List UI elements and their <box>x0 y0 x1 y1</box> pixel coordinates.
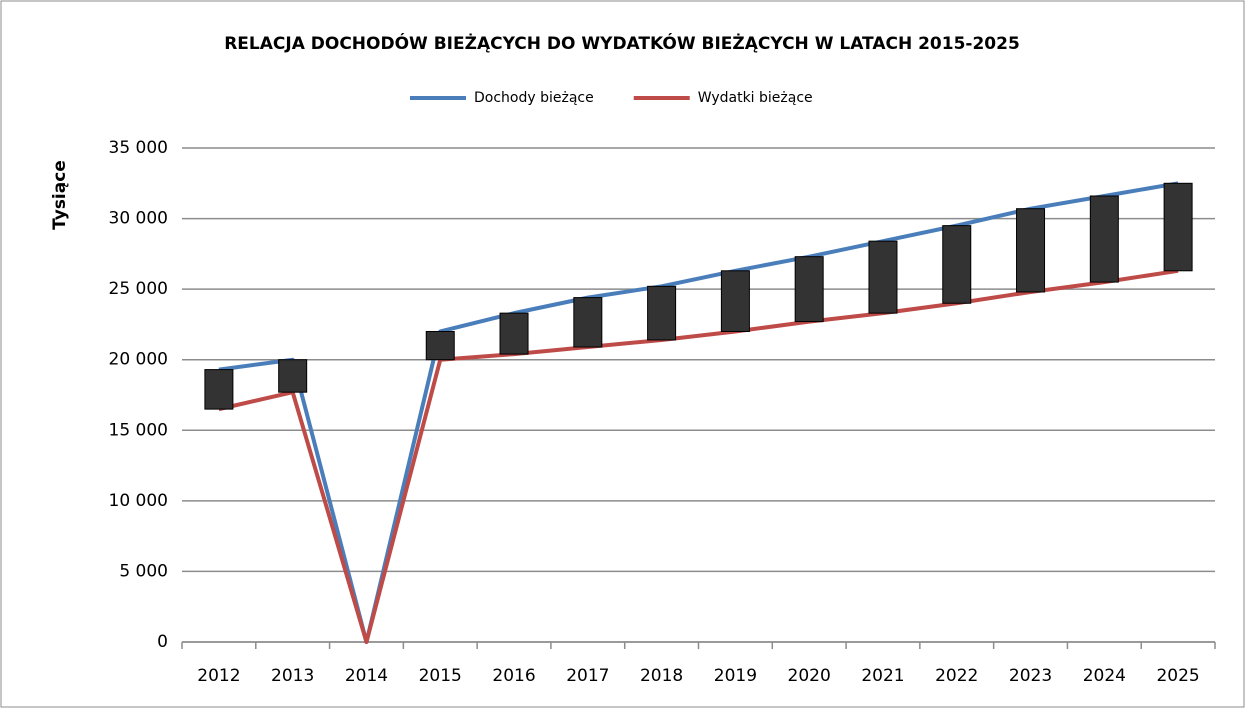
y-tick-label: 20 000 <box>109 350 168 370</box>
up-down-bar <box>425 330 455 361</box>
up-down-bar <box>499 312 529 355</box>
up-down-bar <box>868 240 898 314</box>
x-tick-label: 2025 <box>1156 666 1199 686</box>
y-tick-label: 0 <box>157 632 168 652</box>
x-tick-label: 2022 <box>935 666 978 686</box>
x-tick-label: 2016 <box>492 666 535 686</box>
up-down-bar <box>647 285 677 341</box>
x-tick-label: 2021 <box>861 666 904 686</box>
up-down-bar <box>1016 208 1046 293</box>
y-tick-label: 10 000 <box>109 491 168 511</box>
up-down-bar <box>720 270 750 332</box>
x-tick-label: 2020 <box>788 666 831 686</box>
legend-label: Wydatki bieżące <box>698 90 813 106</box>
x-tick-label: 2015 <box>419 666 462 686</box>
y-tick-label: 5 000 <box>119 561 168 581</box>
x-tick-label: 2014 <box>345 666 388 686</box>
x-tick-label: 2023 <box>1009 666 1052 686</box>
y-tick-label: 35 000 <box>109 138 168 158</box>
legend-label: Dochody bieżące <box>474 90 594 106</box>
x-tick-label: 2012 <box>197 666 240 686</box>
y-axis-label: Tysiące <box>50 160 70 230</box>
y-tick-label: 15 000 <box>109 420 168 440</box>
x-tick-label: 2017 <box>566 666 609 686</box>
up-down-bar <box>1163 182 1193 272</box>
x-tick-label: 2018 <box>640 666 683 686</box>
series-line <box>218 268 1179 644</box>
y-tick-label: 30 000 <box>109 209 168 229</box>
up-down-bar <box>573 297 603 348</box>
y-tick-label: 25 000 <box>109 279 168 299</box>
chart-title: RELACJA DOCHODÓW BIEŻĄCYCH DO WYDATKÓW B… <box>224 32 1020 54</box>
x-tick-label: 2024 <box>1083 666 1126 686</box>
x-tick-label: 2019 <box>714 666 757 686</box>
up-down-bar <box>278 359 308 393</box>
x-tick-label: 2013 <box>271 666 314 686</box>
up-down-bar <box>942 225 972 304</box>
up-down-bar <box>794 256 824 323</box>
up-down-bar <box>1089 195 1119 283</box>
up-down-bar <box>204 369 234 410</box>
